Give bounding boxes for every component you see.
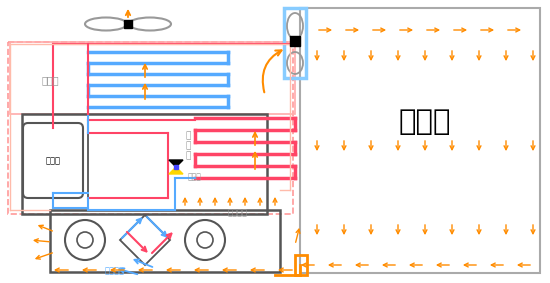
Text: 蕲发器: 蕲发器	[41, 75, 59, 85]
FancyBboxPatch shape	[23, 123, 83, 198]
Bar	[284, 8, 306, 78]
Text: 器: 器	[185, 151, 191, 160]
Text: 膨胀阀: 膨胀阀	[188, 173, 202, 181]
Bar	[88, 133, 168, 198]
Text: 压缩机: 压缩机	[46, 156, 60, 166]
Bar	[50, 210, 280, 272]
Bar	[8, 42, 293, 214]
Text: 冷: 冷	[185, 131, 191, 140]
Bar	[290, 36, 300, 46]
Bar	[22, 114, 267, 214]
Bar	[174, 165, 178, 169]
Text: 凝: 凝	[185, 141, 191, 150]
Polygon shape	[169, 167, 183, 174]
Bar	[295, 255, 307, 275]
Bar	[300, 8, 540, 273]
Bar	[124, 20, 132, 28]
Bar	[10, 42, 295, 114]
Text: 新风进口: 新风进口	[105, 267, 125, 275]
Text: 烘干房: 烘干房	[399, 108, 451, 136]
Text: 新风出口: 新风出口	[228, 208, 248, 217]
Polygon shape	[169, 160, 183, 167]
